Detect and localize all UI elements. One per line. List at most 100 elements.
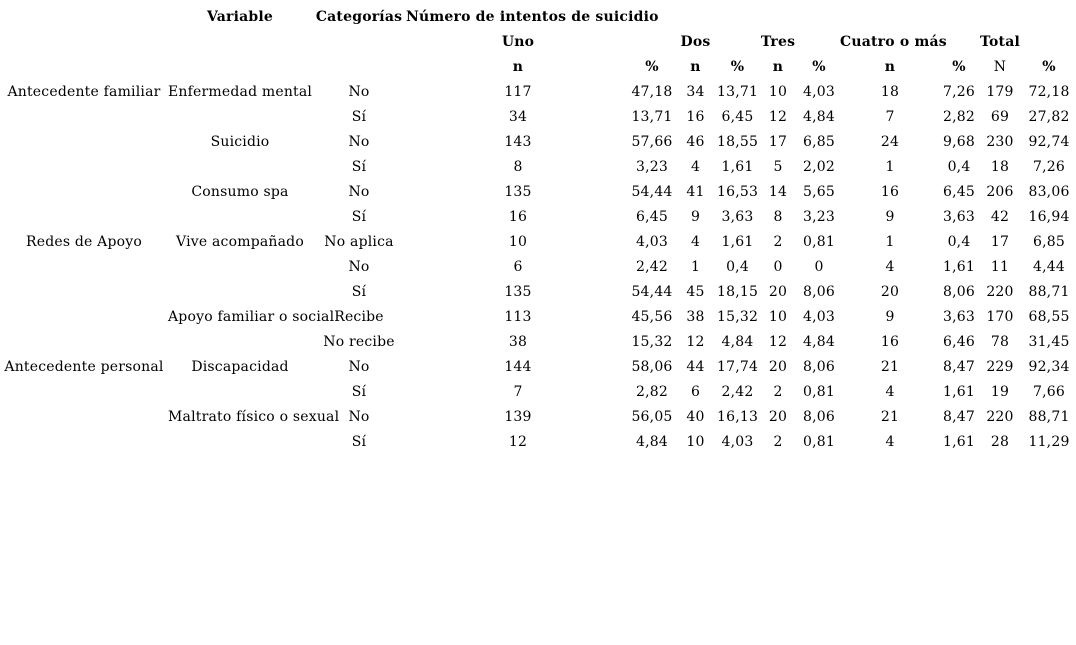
value-cell: 24 [880, 134, 900, 150]
value-cell: 18,15 [717, 284, 759, 300]
blank-cell [0, 30, 168, 55]
blank-cell [717, 30, 758, 55]
value-cell: 0,4 [947, 234, 971, 250]
blank-cell [1022, 30, 1076, 55]
categoria-cell: Sí [351, 284, 367, 300]
group-cell [0, 330, 168, 355]
table-row: Sí 8 3,23 4 1,61 5 2,02 1 0,4 18 7,26 [0, 155, 1076, 180]
value-cell: 1,61 [943, 259, 975, 275]
value-cell: 8,06 [803, 409, 835, 425]
value-cell: 20 [768, 359, 788, 375]
value-cell: 8 [513, 159, 523, 175]
value-cell: 34 [508, 109, 528, 125]
group-cell: Redes de Apoyo [25, 234, 143, 250]
value-cell: 3,23 [636, 159, 668, 175]
value-cell: 72,18 [1028, 84, 1070, 100]
value-cell: 10 [768, 84, 788, 100]
value-cell: 10 [508, 234, 528, 250]
value-cell: 4 [885, 259, 895, 275]
value-cell: 2,82 [636, 384, 668, 400]
value-cell: 3,23 [803, 209, 835, 225]
categoria-cell: Sí [351, 384, 367, 400]
value-cell: 139 [504, 409, 532, 425]
value-cell: 8 [773, 209, 783, 225]
categoria-cell: No [348, 84, 370, 100]
table-header: Variable Categorías Número de intentos d… [0, 5, 1076, 80]
value-cell: 9 [885, 309, 895, 325]
value-cell: 7 [885, 109, 895, 125]
value-cell: 8,06 [803, 284, 835, 300]
value-cell: 229 [986, 359, 1014, 375]
table-row: No 6 2,42 1 0,4 0 0 4 1,61 11 4,44 [0, 255, 1076, 280]
value-cell: 11 [990, 259, 1010, 275]
value-cell: 44 [686, 359, 705, 375]
table-row: Sí 12 4,84 10 4,03 2 0,81 4 1,61 28 11,29 [0, 430, 1076, 455]
value-cell: 220 [986, 409, 1014, 425]
value-cell: 143 [504, 134, 532, 150]
value-cell: 220 [986, 284, 1014, 300]
group-header-dos: Dos [680, 34, 711, 50]
subheader-n-tres: n [772, 59, 784, 75]
categoria-cell: No aplica [324, 234, 394, 250]
value-cell: 16 [508, 209, 528, 225]
group-header-cuatro-o-mas: Cuatro o más [840, 34, 947, 50]
value-cell: 7,26 [943, 84, 975, 100]
value-cell: 2,02 [803, 159, 835, 175]
value-cell: 42 [990, 209, 1010, 225]
header-row-groups: Uno Dos Tres Cuatro o más Total [0, 30, 1076, 55]
categoria-cell: No [348, 259, 370, 275]
value-cell: 170 [986, 309, 1014, 325]
value-cell: 10 [686, 434, 705, 450]
variable-cell [168, 205, 312, 230]
subheader-pct-cuatro: % [952, 59, 966, 75]
value-cell: 3,63 [943, 309, 975, 325]
subheader-n-cuatro: n [884, 59, 896, 75]
value-cell: 16 [880, 184, 900, 200]
value-cell: 21 [880, 359, 900, 375]
value-cell: 20 [880, 284, 900, 300]
group-cell [0, 280, 168, 305]
suicide-attempts-table: Variable Categorías Número de intentos d… [0, 5, 1076, 455]
value-cell: 179 [986, 84, 1014, 100]
value-cell: 10 [768, 309, 788, 325]
categoria-cell: Sí [351, 159, 367, 175]
value-cell: 18,55 [717, 134, 759, 150]
categoria-cell: No [348, 359, 370, 375]
group-cell: Antecedente personal [4, 359, 164, 375]
group-cell: Antecedente familiar [7, 84, 161, 100]
categoria-cell: No [348, 134, 370, 150]
group-cell [0, 255, 168, 280]
table-row: Maltrato físico o sexual No 139 56,05 40 16,1… [0, 405, 1076, 430]
variable-cell: Maltrato físico o sexual [168, 409, 340, 425]
value-cell: 3,63 [721, 209, 754, 225]
value-cell: 6 [513, 259, 523, 275]
value-cell: 206 [986, 184, 1014, 200]
value-cell: 8,06 [803, 359, 835, 375]
value-cell: 2 [773, 434, 783, 450]
value-cell: 135 [504, 184, 532, 200]
value-cell: 1,61 [721, 234, 754, 250]
value-cell: 4 [885, 434, 895, 450]
value-cell: 0 [773, 259, 783, 275]
categoria-cell: Sí [351, 209, 367, 225]
group-header-uno: Uno [501, 34, 535, 50]
value-cell: 68,55 [1028, 309, 1070, 325]
value-cell: 3,63 [943, 209, 975, 225]
value-cell: 15,32 [631, 334, 673, 350]
value-cell: 4,03 [721, 434, 754, 450]
value-cell: 4,84 [636, 434, 668, 450]
value-cell: 16,13 [717, 409, 759, 425]
group-header-tres: Tres [760, 34, 796, 50]
value-cell: 9,68 [943, 134, 975, 150]
value-cell: 135 [504, 284, 532, 300]
value-cell: 47,18 [631, 84, 673, 100]
value-cell: 2 [773, 234, 783, 250]
value-cell: 20 [768, 284, 788, 300]
value-cell: 6,45 [721, 109, 754, 125]
value-cell: 4 [690, 159, 701, 175]
value-cell: 31,45 [1028, 334, 1070, 350]
value-cell: 6,46 [943, 334, 975, 350]
variable-cell [168, 330, 312, 355]
value-cell: 1,61 [943, 434, 975, 450]
value-cell: 58,06 [631, 359, 673, 375]
